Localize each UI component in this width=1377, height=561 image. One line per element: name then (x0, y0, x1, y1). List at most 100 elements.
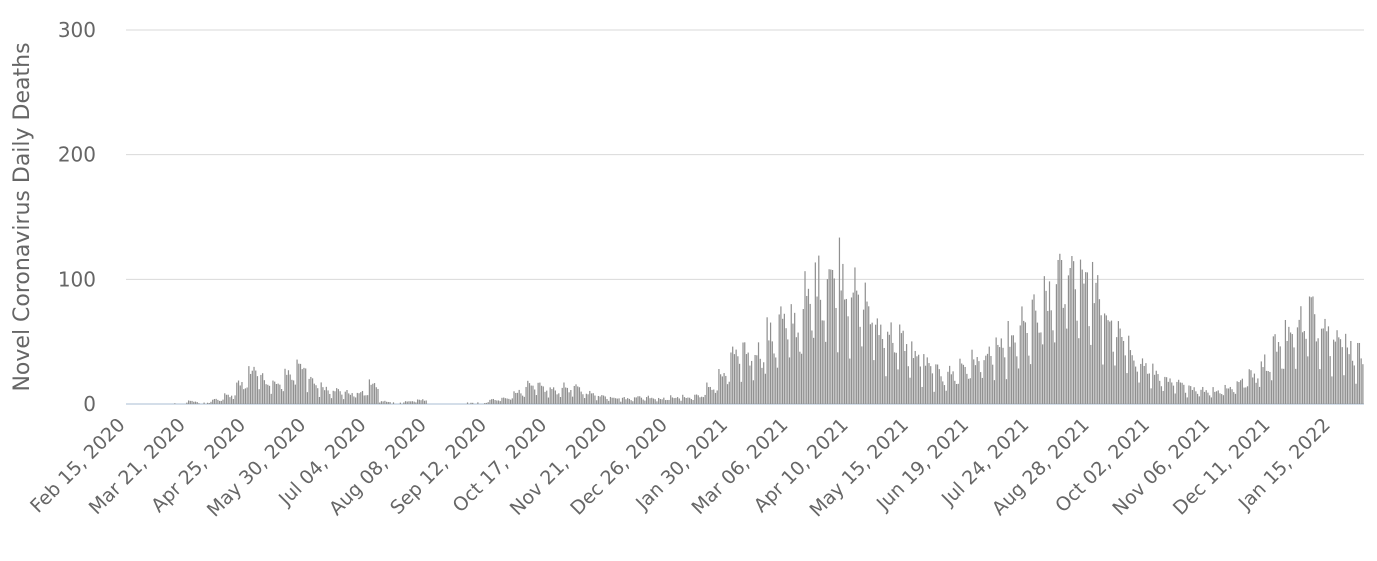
daily-deaths-bar (1031, 299, 1033, 404)
daily-deaths-bar (611, 397, 613, 404)
daily-deaths-bar (1102, 364, 1104, 404)
daily-deaths-bar (532, 385, 534, 404)
daily-deaths-bar (630, 400, 632, 404)
daily-deaths-bar (272, 380, 274, 404)
daily-deaths-bar (680, 400, 682, 404)
daily-deaths-bar (1179, 382, 1181, 404)
daily-deaths-bar (661, 399, 663, 404)
daily-deaths-bar (227, 394, 229, 404)
daily-deaths-bar (609, 396, 612, 404)
daily-deaths-bar (716, 390, 718, 404)
daily-deaths-bar (830, 269, 832, 404)
daily-deaths-bar (525, 386, 527, 404)
daily-deaths-bar (645, 397, 648, 404)
daily-deaths-bar (1190, 386, 1192, 404)
daily-deaths-bar (410, 401, 412, 404)
daily-deaths-bar (377, 388, 379, 404)
daily-deaths-bar (356, 392, 358, 404)
daily-deaths-bar (1162, 390, 1164, 404)
daily-deaths-bar (491, 399, 493, 404)
daily-deaths-bar (1059, 253, 1061, 404)
daily-deaths-bar (258, 389, 260, 404)
daily-deaths-bar (1336, 330, 1338, 404)
daily-deaths-bar (1060, 260, 1063, 404)
daily-deaths-bar (249, 373, 252, 404)
daily-deaths-bar (1288, 326, 1290, 404)
daily-deaths-bar (237, 380, 240, 404)
daily-deaths-bar (416, 399, 419, 404)
daily-deaths-bar (1124, 355, 1126, 404)
daily-deaths-bar (849, 358, 851, 404)
daily-deaths-bar (1283, 368, 1285, 404)
daily-deaths-bar (819, 299, 822, 404)
daily-deaths-bar (1353, 365, 1355, 404)
daily-deaths-bar (189, 400, 191, 404)
daily-deaths-bar (943, 385, 946, 404)
daily-deaths-bar (203, 402, 205, 404)
daily-deaths-bar (317, 388, 319, 404)
daily-deaths-bar (1241, 378, 1243, 404)
daily-deaths-bar (1054, 342, 1056, 404)
daily-deaths-bar (861, 346, 863, 404)
daily-deaths-bar (337, 389, 340, 404)
daily-deaths-bar (279, 384, 281, 404)
daily-deaths-bar (992, 364, 994, 404)
daily-deaths-bar (585, 393, 587, 404)
daily-deaths-bar (253, 366, 255, 404)
daily-deaths-bar (649, 398, 651, 404)
daily-deaths-bar (1143, 365, 1145, 404)
daily-deaths-bar (522, 395, 524, 404)
daily-deaths-bar (745, 354, 748, 404)
daily-deaths-bar (1260, 361, 1262, 404)
daily-deaths-bar (420, 400, 422, 404)
daily-deaths-bar (714, 392, 717, 404)
daily-deaths-bar (933, 391, 935, 404)
daily-deaths-bar (584, 398, 586, 404)
daily-deaths-bar (1104, 313, 1106, 404)
y-tick-label: 300 (58, 18, 96, 42)
daily-deaths-bar (387, 401, 389, 404)
daily-deaths-bar (1171, 382, 1173, 404)
daily-deaths-bar (1272, 336, 1274, 404)
daily-deaths-bar (282, 391, 284, 404)
daily-deaths-bar (1296, 327, 1299, 404)
daily-deaths-bar (670, 395, 672, 404)
daily-deaths-bar (1271, 380, 1273, 404)
daily-deaths-bar (318, 396, 321, 404)
daily-deaths-bar (1286, 340, 1288, 404)
daily-deaths-bar (845, 298, 847, 404)
daily-deaths-bar (1107, 320, 1109, 404)
daily-deaths-bar (1029, 364, 1032, 404)
daily-deaths-bar (501, 397, 503, 404)
daily-deaths-bar (516, 392, 519, 404)
daily-deaths-bar (1081, 269, 1083, 404)
daily-deaths-bar (706, 382, 708, 404)
daily-deaths-bar (800, 353, 803, 404)
daily-deaths-bar (339, 391, 341, 404)
daily-deaths-bar (472, 402, 474, 404)
daily-deaths-bar (1350, 340, 1352, 404)
daily-deaths-bar (1088, 326, 1090, 404)
daily-deaths-bar (718, 369, 720, 404)
daily-deaths-bar (909, 377, 911, 404)
daily-deaths-bar (1083, 283, 1085, 404)
daily-deaths-bar (303, 367, 305, 404)
daily-deaths-bar (1196, 393, 1199, 404)
daily-deaths-bar (485, 402, 488, 404)
daily-deaths-bar (1126, 373, 1128, 404)
daily-deaths-bar (924, 365, 927, 404)
daily-deaths-bar (826, 279, 829, 404)
daily-deaths-bar (382, 401, 384, 404)
daily-deaths-bar (379, 402, 381, 404)
daily-deaths-bar (590, 393, 593, 404)
daily-deaths-bar (997, 344, 999, 404)
daily-deaths-bar (644, 400, 646, 404)
daily-deaths-bar (251, 370, 253, 404)
daily-deaths-bar (733, 354, 736, 404)
daily-deaths-bar (1093, 303, 1095, 404)
daily-deaths-bar (639, 396, 641, 404)
daily-deaths-bar (1135, 366, 1137, 404)
daily-deaths-bar (1362, 364, 1364, 404)
daily-deaths-bar (711, 389, 713, 404)
